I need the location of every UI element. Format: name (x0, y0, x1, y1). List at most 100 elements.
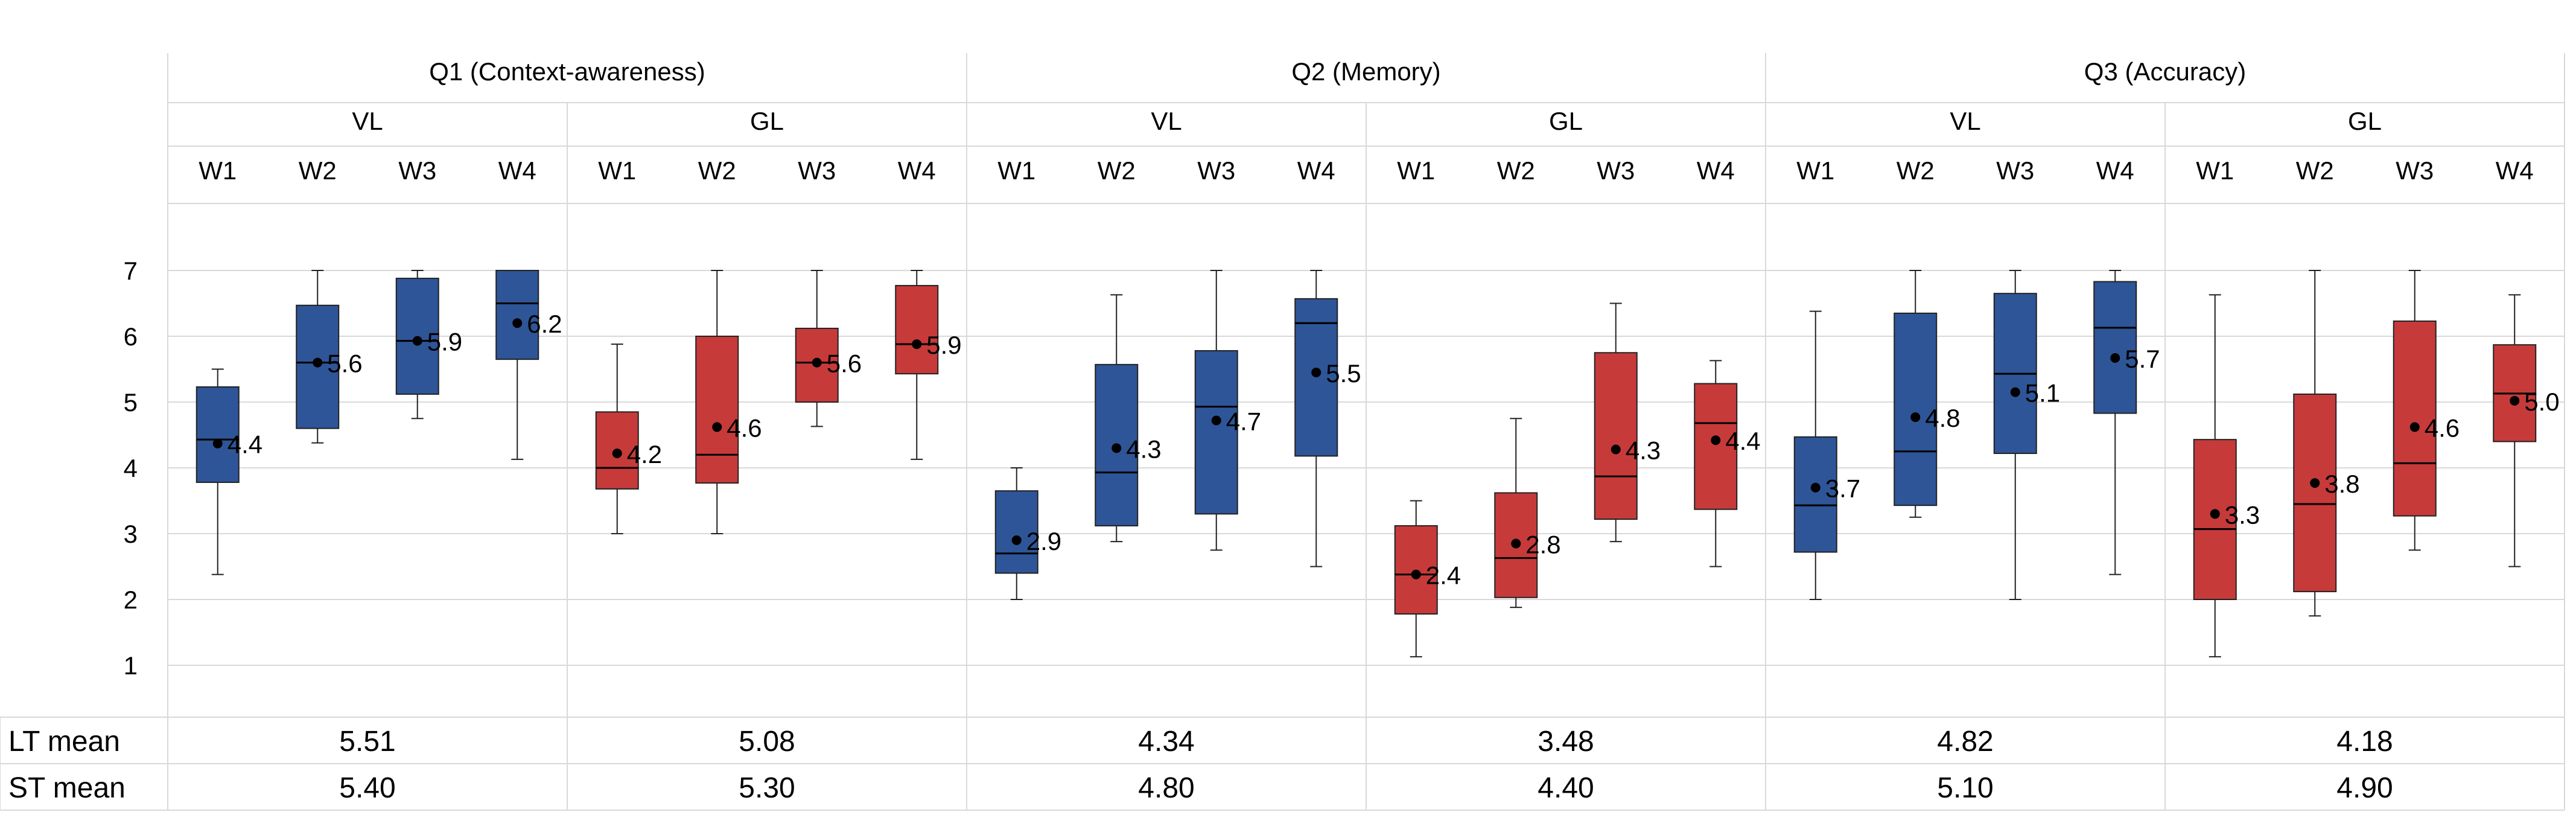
mean-label: 4.6 (727, 414, 762, 442)
week-header: W4 (498, 156, 536, 185)
mean-marker (512, 318, 523, 328)
box-Q2-VL-W2: 4.3 (1095, 294, 1162, 543)
summary-cell: 4.40 (1538, 772, 1594, 804)
mean-marker (2010, 387, 2020, 397)
iqr-box (895, 285, 939, 375)
box-Q1-VL-W3: 5.9 (395, 270, 462, 420)
mean-label: 5.9 (926, 331, 961, 359)
group-header: GL (2348, 107, 2382, 135)
mean-marker (1511, 538, 1521, 549)
week-header: W1 (997, 156, 1035, 185)
box-Q3-VL-W2: 4.8 (1894, 270, 1961, 518)
week-header: W4 (1697, 156, 1735, 185)
iqr-box (495, 270, 539, 360)
question-header: Q3 (Accuracy) (2084, 57, 2246, 86)
y-tick-label: 2 (124, 586, 138, 614)
mean-label: 4.4 (227, 430, 262, 459)
summary-cell: 4.82 (1937, 726, 1993, 758)
summary-row-label: LT mean (8, 726, 120, 758)
summary-cell: 5.08 (739, 726, 795, 758)
iqr-box (1894, 312, 1938, 506)
week-header: W1 (199, 156, 237, 185)
mean-marker (2210, 509, 2220, 519)
group-header: VL (1950, 107, 1980, 135)
mean-marker (212, 438, 223, 449)
week-header: W1 (2196, 156, 2234, 185)
iqr-box (196, 386, 240, 483)
mean-marker (612, 449, 622, 459)
summary-cell: 3.48 (1538, 726, 1594, 758)
box-Q2-GL-W1: 2.4 (1394, 500, 1461, 657)
week-header: W2 (1897, 156, 1935, 185)
mean-marker (1011, 535, 1022, 545)
box-Q3-VL-W4: 5.7 (2093, 270, 2160, 575)
box-Q2-VL-W4: 5.5 (1294, 270, 1361, 567)
mean-marker (812, 357, 822, 368)
week-header: W2 (1098, 156, 1136, 185)
iqr-box (2293, 393, 2337, 592)
iqr-box (1494, 492, 1538, 598)
week-header: W2 (299, 156, 337, 185)
box-Q3-VL-W3: 5.1 (1993, 270, 2060, 600)
grid-lines (0, 53, 2565, 811)
group-header: VL (352, 107, 383, 135)
summary-cell: 4.34 (1138, 726, 1194, 758)
summary-cell: 4.80 (1138, 772, 1194, 804)
y-tick-label: 5 (124, 388, 138, 417)
mean-label: 5.5 (1326, 359, 1361, 388)
y-tick-label: 7 (124, 257, 138, 285)
mean-label: 5.7 (2125, 345, 2160, 373)
iqr-box (1594, 352, 1638, 520)
mean-label: 4.3 (1126, 435, 1161, 463)
summary-cell: 5.30 (739, 772, 795, 804)
iqr-box (2193, 439, 2237, 600)
week-header: W2 (1497, 156, 1535, 185)
week-header: W3 (398, 156, 436, 185)
box-Q3-GL-W4: 5.0 (2493, 294, 2560, 567)
box-Q3-GL-W1: 3.3 (2193, 294, 2260, 657)
mean-marker (1111, 443, 1122, 453)
mean-label: 3.3 (2225, 500, 2260, 529)
iqr-box (994, 490, 1038, 574)
mean-label: 4.6 (2425, 414, 2460, 442)
box-series: 4.4 5.6 5.9 6.2 4.2 4.6 5.6 5.9 2.9 4.3 4.7 5.5 2.4 2… (196, 270, 2560, 657)
mean-marker (2310, 478, 2320, 488)
mean-marker (1711, 435, 1721, 446)
iqr-box (2093, 281, 2137, 414)
summary-cell: 5.51 (339, 726, 395, 758)
box-Q2-GL-W2: 2.8 (1494, 418, 1561, 609)
mean-label: 5.0 (2524, 388, 2559, 416)
mean-marker (412, 336, 422, 346)
week-header: W3 (1996, 156, 2034, 185)
mean-label: 4.2 (627, 440, 662, 468)
week-header: W4 (1297, 156, 1335, 185)
summary-cell: 4.90 (2336, 772, 2393, 804)
box-Q2-GL-W3: 4.3 (1594, 302, 1661, 543)
mean-marker (313, 357, 323, 368)
y-tick-label: 1 (124, 651, 138, 680)
mean-label: 4.4 (1725, 427, 1760, 455)
box-Q2-GL-W4: 4.4 (1694, 360, 1761, 567)
week-header: W3 (2396, 156, 2434, 185)
question-header: Q2 (Memory) (1291, 57, 1440, 86)
iqr-box (1194, 350, 1238, 515)
y-tick-label: 4 (124, 454, 138, 482)
mean-label: 3.8 (2324, 470, 2359, 498)
box-Q3-GL-W3: 4.6 (2393, 270, 2460, 551)
mean-marker (2510, 395, 2520, 406)
column-headers: Q1 (Context-awareness) VL W1 W2 W3 W4 GL W1 W2 W3… (199, 57, 2534, 185)
box-Q1-GL-W1: 4.2 (595, 343, 662, 534)
mean-label: 2.9 (1026, 527, 1061, 555)
mean-label: 3.7 (1825, 475, 1860, 503)
iqr-box (1694, 383, 1738, 510)
box-Q1-GL-W3: 5.6 (795, 270, 862, 427)
mean-marker (912, 339, 922, 350)
box-Q2-VL-W3: 4.7 (1194, 270, 1261, 551)
mean-marker (1611, 444, 1621, 455)
question-header: Q1 (Context-awareness) (429, 57, 705, 86)
mean-label: 5.6 (327, 350, 362, 378)
mean-marker (1810, 482, 1821, 493)
week-header: W3 (1197, 156, 1235, 185)
week-header: W3 (798, 156, 836, 185)
